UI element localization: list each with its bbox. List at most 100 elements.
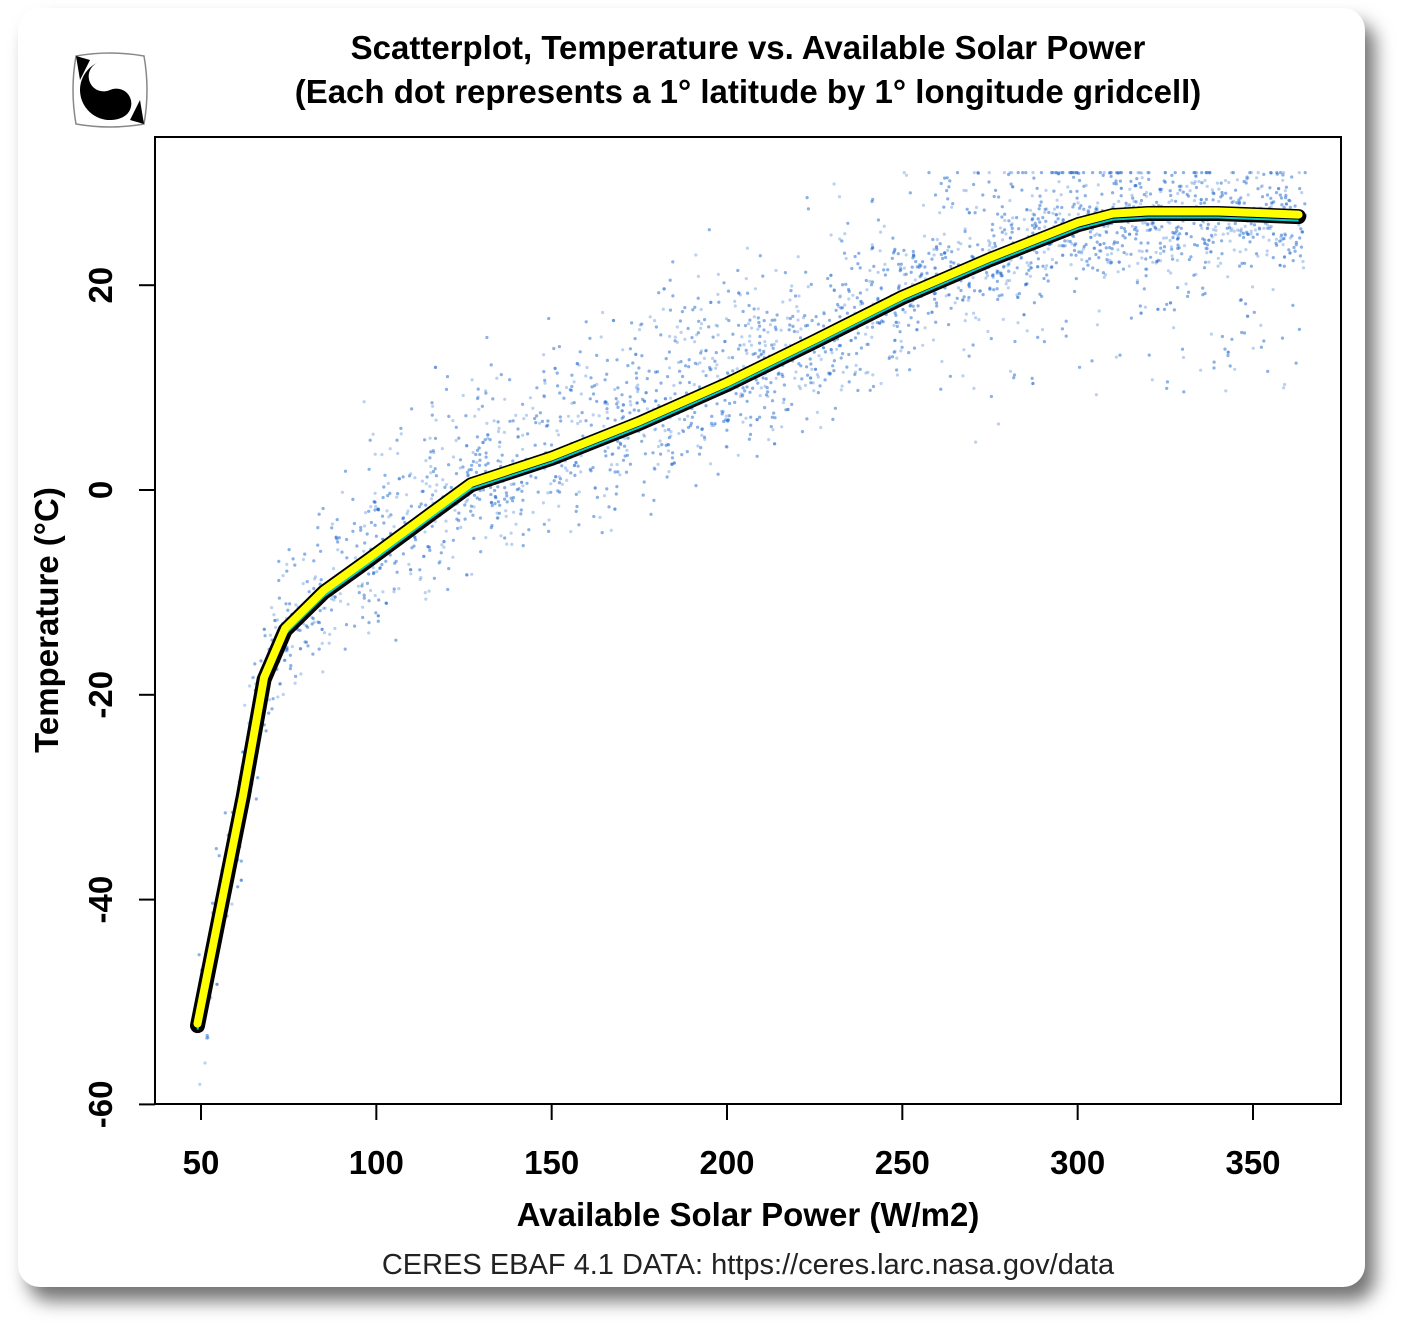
- scatter-point: [1282, 255, 1287, 259]
- scatter-point: [1094, 207, 1098, 211]
- scatter-point: [581, 434, 585, 438]
- scatter-point: [673, 339, 677, 343]
- scatter-point: [643, 452, 648, 456]
- scatter-point: [783, 271, 788, 275]
- scatter-point: [898, 330, 902, 334]
- scatter-point: [1125, 252, 1129, 256]
- scatter-point: [791, 324, 795, 328]
- scatter-point: [1239, 196, 1243, 200]
- scatter-point: [1030, 194, 1034, 198]
- scatter-point: [945, 189, 949, 193]
- scatter-point: [528, 396, 533, 400]
- scatter-point: [1299, 227, 1303, 231]
- scatter-point: [789, 289, 793, 293]
- scatter-point: [1129, 252, 1133, 256]
- scatter-point: [1193, 194, 1197, 198]
- scatter-point: [615, 485, 619, 489]
- scatter-point: [318, 582, 322, 586]
- scatter-point: [319, 578, 323, 582]
- scatter-point: [1084, 242, 1088, 247]
- scatter-point: [1232, 229, 1236, 233]
- scatter-point: [716, 324, 720, 328]
- scatter-point: [1070, 171, 1074, 175]
- scatter-point: [327, 641, 331, 645]
- scatter-point: [1134, 237, 1138, 241]
- scatter-point: [1282, 264, 1286, 268]
- scatter-point: [1267, 238, 1271, 242]
- scatter-point: [1300, 230, 1304, 234]
- scatter-point: [313, 575, 318, 579]
- scatter-point: [461, 465, 465, 469]
- scatter-point: [449, 485, 453, 490]
- scatter-point: [264, 729, 268, 733]
- scatter-point: [806, 285, 810, 289]
- scatter-point: [1105, 258, 1109, 262]
- scatter-point: [589, 423, 593, 427]
- scatter-point: [911, 256, 915, 260]
- scatter-point: [1178, 188, 1182, 192]
- scatter-point: [991, 273, 995, 277]
- scatter-point: [821, 346, 826, 350]
- scatter-point: [420, 479, 424, 483]
- scatter-point: [1200, 181, 1204, 185]
- scatter-point: [299, 672, 303, 676]
- scatter-point: [876, 218, 881, 222]
- scatter-point: [1280, 203, 1284, 207]
- scatter-point: [1040, 294, 1044, 298]
- scatter-point: [283, 658, 287, 662]
- scatter-point: [758, 415, 762, 419]
- scatter-point: [1010, 226, 1014, 230]
- scatter-point: [710, 424, 714, 428]
- scatter-point: [989, 394, 994, 399]
- scatter-point: [1176, 243, 1180, 247]
- scatter-point: [1061, 171, 1065, 175]
- scatter-point: [641, 397, 645, 401]
- scatter-point: [744, 348, 748, 352]
- scatter-point: [1101, 271, 1105, 275]
- scatter-point: [373, 593, 377, 598]
- scatter-point: [1007, 262, 1011, 266]
- scatter-point: [963, 229, 967, 234]
- scatter-point: [1249, 171, 1253, 175]
- scatter-point: [919, 273, 923, 277]
- scatter-point: [1130, 193, 1134, 197]
- scatter-point: [1226, 350, 1230, 354]
- scatter-point: [395, 570, 399, 574]
- scatter-point: [894, 313, 898, 317]
- scatter-point: [605, 358, 610, 362]
- scatter-point: [722, 419, 726, 424]
- scatter-point: [1226, 275, 1230, 279]
- scatter-point: [869, 247, 874, 251]
- scatter-point: [1275, 172, 1279, 176]
- scatter-point: [897, 285, 901, 289]
- scatter-point: [1025, 261, 1029, 265]
- scatter-point: [952, 261, 956, 265]
- scatter-point: [951, 202, 955, 206]
- scatter-point: [1139, 185, 1143, 189]
- scatter-point: [574, 461, 578, 465]
- scatter-point: [875, 321, 880, 325]
- scatter-point: [465, 573, 469, 577]
- scatter-point: [1142, 193, 1146, 197]
- scatter-point: [560, 464, 564, 468]
- scatter-point: [319, 578, 323, 582]
- scatter-point: [392, 587, 396, 591]
- scatter-point: [1298, 254, 1302, 258]
- scatter-point: [337, 536, 341, 540]
- scatter-point: [611, 318, 616, 323]
- scatter-point: [1072, 175, 1076, 179]
- scatter-point: [870, 199, 874, 204]
- scatter-point: [898, 330, 902, 334]
- scatter-point: [976, 171, 980, 175]
- scatter-point: [933, 291, 937, 295]
- scatter-point: [319, 549, 323, 553]
- scatter-point: [1054, 171, 1058, 175]
- scatter-point: [841, 352, 845, 356]
- scatter-point: [1211, 198, 1215, 202]
- scatter-point: [986, 274, 990, 278]
- scatter-point: [795, 305, 799, 309]
- scatter-point: [575, 362, 579, 366]
- scatter-point: [1176, 243, 1180, 247]
- scatter-point: [908, 304, 912, 308]
- scatter-point: [832, 288, 836, 293]
